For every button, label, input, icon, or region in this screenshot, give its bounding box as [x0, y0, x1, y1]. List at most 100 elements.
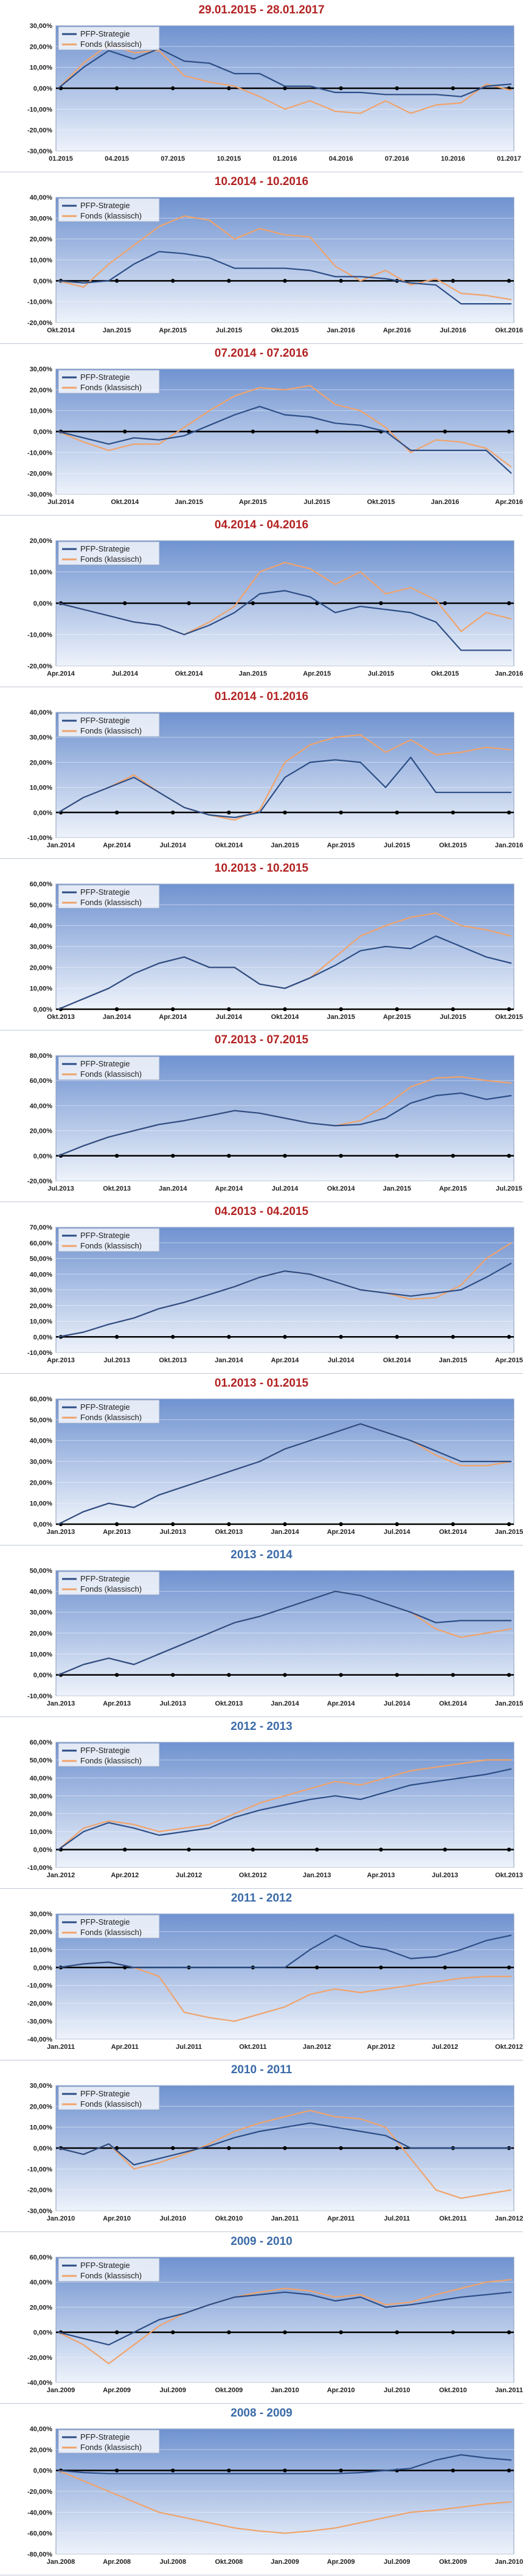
y-tick-label: 40,00%	[30, 1438, 53, 1445]
x-tick-label: Jan.2014	[271, 1700, 299, 1707]
zero-line-marker	[339, 86, 343, 91]
zero-line-marker	[171, 1007, 175, 1012]
x-tick-label: Jul.2015	[384, 842, 410, 849]
legend-label: PFP-Strategie	[80, 2432, 130, 2441]
x-tick-label: Okt.2014	[271, 1013, 300, 1021]
x-tick-label: Apr.2014	[327, 1700, 356, 1707]
series-line-strategie	[58, 1092, 512, 1157]
zero-line-marker	[114, 279, 119, 283]
x-tick-label: Apr.2015	[439, 1185, 467, 1192]
y-tick-label: 20,00%	[30, 387, 53, 394]
zero-line-marker	[451, 1153, 455, 1158]
x-tick-label: Jul.2010	[160, 2215, 186, 2222]
chart-panel: 10.2013 - 10.2015 60,00% 50,00% 40,00% 30,00…	[0, 859, 523, 1031]
zero-line-marker	[187, 429, 191, 434]
y-tick-label: -20,00%	[27, 320, 52, 327]
x-tick-label: Jan.2012	[47, 1872, 75, 1879]
y-tick-label: 0,00%	[33, 1153, 52, 1160]
y-tick-label: 50,00%	[30, 1567, 53, 1575]
x-tick-label: Okt.2014	[439, 1528, 468, 1536]
zero-line-marker	[451, 2330, 455, 2334]
y-tick-label: 30,00%	[30, 734, 53, 741]
legend	[58, 2429, 160, 2454]
x-tick-label: Okt.2009	[215, 2387, 243, 2394]
y-tick-label: 10,00%	[30, 65, 53, 72]
legend-label: Fonds (klassisch)	[80, 1584, 142, 1594]
x-tick-label: Apr.2015	[495, 1357, 523, 1364]
zero-line-marker	[171, 279, 175, 283]
zero-line-marker	[283, 86, 287, 91]
legend-label: PFP-Strategie	[80, 29, 130, 38]
y-tick-label: -20,00%	[27, 2000, 52, 2007]
zero-line-marker	[339, 810, 343, 814]
x-tick-label: Apr.2012	[111, 1872, 139, 1879]
zero-line-marker	[507, 2330, 511, 2334]
y-tick-label: 40,00%	[30, 194, 53, 201]
zero-line-marker	[395, 1673, 399, 1677]
x-tick-label: Apr.2014	[327, 1528, 356, 1536]
x-tick-label: Apr.2015	[327, 842, 355, 849]
y-tick-label: 60,00%	[30, 1077, 53, 1085]
legend-label: Fonds (klassisch)	[80, 2271, 142, 2280]
zero-line-marker	[187, 1847, 191, 1852]
y-tick-label: 0,00%	[33, 1672, 52, 1679]
x-tick-label: Okt.2013	[159, 1357, 187, 1364]
zero-line-marker	[283, 2146, 287, 2151]
y-tick-label: 0,00%	[33, 2145, 52, 2152]
y-tick-label: 10,00%	[30, 1318, 53, 1326]
x-tick-label: Okt.2014	[439, 1700, 468, 1707]
x-tick-label: Jan.2012	[303, 2043, 331, 2051]
zero-line-marker	[395, 86, 399, 91]
zero-line-marker	[339, 1007, 343, 1012]
chart-title: 04.2014 - 04.2016	[214, 519, 309, 531]
y-tick-label: 10,00%	[30, 1829, 53, 1836]
zero-line-marker	[171, 1673, 175, 1677]
legend-label: Fonds (klassisch)	[80, 1756, 142, 1765]
x-tick-label: Okt.2008	[215, 2558, 243, 2566]
zero-line-marker	[451, 86, 455, 91]
series-line-strategie	[58, 1262, 512, 1338]
x-tick-label: Jul.2011	[384, 2215, 410, 2222]
zero-line-marker	[314, 429, 319, 434]
y-tick-label: 20,00%	[30, 236, 53, 243]
chart-title: 2013 - 2014	[230, 1549, 293, 1561]
y-tick-label: 20,00%	[30, 1928, 53, 1936]
chart-svg: 70,00% 60,00% 50,00% 40,00% 30,00% 20,00% 10,0…	[27, 1224, 523, 1364]
zero-line-marker	[283, 1522, 287, 1527]
zero-line-marker	[395, 2330, 399, 2334]
y-tick-label: 10,00%	[30, 408, 53, 415]
zero-line-marker	[395, 810, 399, 814]
zero-line-marker	[507, 2468, 511, 2473]
zero-line-marker	[227, 1522, 231, 1527]
x-tick-label: Jan.2009	[47, 2387, 75, 2394]
x-tick-label: Jan.2013	[47, 1700, 75, 1707]
y-tick-label: 30,00%	[30, 23, 53, 30]
y-tick-label: -30,00%	[27, 2208, 52, 2215]
chart-svg: 30,00% 20,00% 10,00% 0,00% -10,00% -20,00% -30…	[27, 1911, 523, 2051]
x-tick-label: Okt.2014	[215, 842, 243, 849]
zero-line-marker	[227, 1673, 231, 1677]
series-line-strategie	[58, 2122, 511, 2166]
chart-panel: 04.2014 - 04.2016 20,00% 10,00% 0,00% -10,00…	[0, 516, 523, 687]
zero-line-marker	[227, 1153, 231, 1158]
series-line-strategie	[58, 1423, 511, 1525]
chart-panel: 07.2013 - 07.2015 80,00% 60,00% 40,00% 20,00…	[0, 1031, 523, 1202]
zero-line-marker	[443, 601, 447, 606]
zero-line-marker	[507, 429, 511, 434]
zero-line-marker	[171, 86, 175, 91]
y-tick-label: 30,00%	[30, 215, 53, 222]
x-tick-label: 04.2016	[329, 155, 353, 163]
y-tick-label: 10,00%	[30, 785, 53, 792]
chart-svg: 40,00% 20,00% 0,00% -20,00% -40,00% -60,00% -8…	[27, 2426, 523, 2566]
zero-line-marker	[507, 1965, 511, 1970]
zero-line-marker	[114, 86, 119, 91]
zero-line-marker	[395, 1007, 399, 1012]
x-tick-label: Apr.2013	[47, 1357, 75, 1364]
zero-line-marker	[227, 810, 231, 814]
zero-line-marker	[395, 2146, 399, 2151]
x-tick-label: Okt.2014	[175, 670, 204, 677]
y-tick-label: 50,00%	[30, 1757, 53, 1764]
x-tick-label: Okt.2014	[47, 327, 75, 334]
zero-line-marker	[283, 1335, 287, 1339]
y-tick-label: -30,00%	[27, 491, 52, 499]
